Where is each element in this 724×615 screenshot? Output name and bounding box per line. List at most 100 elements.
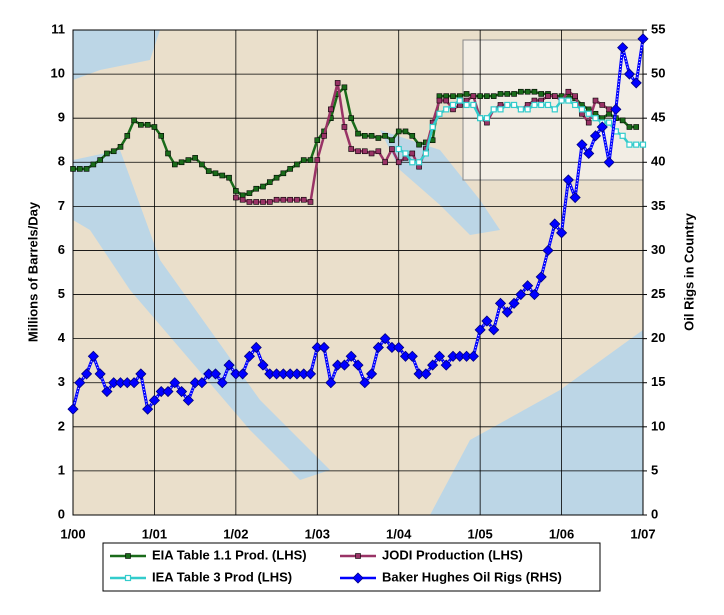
point bbox=[544, 101, 552, 109]
y2-tick-label: 15 bbox=[651, 374, 665, 389]
y-tick-label: 3 bbox=[58, 374, 65, 389]
point bbox=[361, 148, 368, 155]
point bbox=[433, 350, 445, 362]
point bbox=[436, 97, 443, 104]
legend-label: IEA Table 3 Prod (LHS) bbox=[152, 569, 292, 584]
point bbox=[556, 227, 568, 239]
point bbox=[158, 133, 165, 139]
y-tick-label: 7 bbox=[58, 198, 65, 213]
point bbox=[456, 97, 463, 104]
point bbox=[538, 101, 545, 109]
point bbox=[280, 170, 287, 177]
x-tick-label: 1/04 bbox=[386, 526, 412, 541]
point bbox=[341, 84, 348, 91]
x-tick-label: 1/06 bbox=[549, 526, 574, 541]
point bbox=[436, 110, 443, 117]
x-tick-label: 1/03 bbox=[305, 526, 330, 541]
point bbox=[131, 117, 137, 124]
legend-label: JODI Production (LHS) bbox=[382, 547, 523, 562]
point bbox=[110, 148, 117, 155]
point bbox=[585, 110, 592, 117]
point bbox=[307, 157, 314, 163]
point bbox=[196, 377, 208, 389]
point bbox=[382, 159, 388, 166]
point bbox=[266, 199, 273, 205]
point bbox=[237, 368, 249, 380]
point bbox=[97, 157, 103, 163]
y2-tick-label: 25 bbox=[651, 286, 665, 301]
point bbox=[74, 377, 86, 389]
y-tick-label: 2 bbox=[58, 418, 65, 433]
point bbox=[135, 368, 147, 380]
point bbox=[449, 101, 457, 109]
point bbox=[490, 106, 497, 113]
point bbox=[510, 101, 518, 109]
point bbox=[538, 91, 545, 97]
point bbox=[226, 174, 232, 181]
y2-tick-label: 0 bbox=[651, 506, 658, 521]
point bbox=[422, 150, 429, 157]
point bbox=[524, 106, 531, 113]
point bbox=[633, 124, 640, 130]
point bbox=[515, 288, 527, 301]
point bbox=[402, 128, 409, 135]
point bbox=[199, 161, 205, 168]
point bbox=[169, 377, 181, 389]
point bbox=[338, 359, 350, 371]
point bbox=[528, 288, 540, 301]
point bbox=[348, 115, 355, 121]
point bbox=[558, 97, 565, 104]
point bbox=[280, 196, 287, 203]
point bbox=[639, 141, 647, 148]
point bbox=[477, 93, 483, 99]
point bbox=[246, 199, 253, 205]
point bbox=[562, 174, 574, 186]
point bbox=[355, 130, 361, 137]
point bbox=[233, 188, 239, 194]
point bbox=[508, 297, 520, 309]
y-tick-label: 0 bbox=[58, 506, 65, 521]
point bbox=[250, 341, 262, 354]
point bbox=[162, 385, 174, 398]
point bbox=[572, 93, 578, 99]
x-tick-label: 1/02 bbox=[223, 526, 248, 541]
point bbox=[334, 80, 341, 86]
point bbox=[212, 170, 219, 177]
point bbox=[551, 93, 558, 99]
point bbox=[389, 137, 395, 144]
point bbox=[409, 133, 416, 139]
point bbox=[375, 148, 382, 155]
point bbox=[429, 123, 436, 131]
x-tick-label: 1/00 bbox=[60, 526, 85, 541]
point bbox=[617, 42, 629, 54]
y2-axis-label: Oil Rigs in Country bbox=[681, 212, 696, 330]
point bbox=[467, 350, 479, 362]
point bbox=[409, 159, 416, 166]
y-tick-label: 9 bbox=[58, 110, 65, 125]
point bbox=[307, 199, 314, 205]
y-tick-label: 10 bbox=[51, 66, 65, 81]
legend-marker bbox=[124, 574, 132, 582]
point bbox=[321, 133, 327, 139]
point bbox=[483, 115, 491, 122]
point bbox=[67, 403, 79, 415]
point bbox=[415, 159, 423, 166]
point bbox=[463, 101, 470, 109]
legend-marker bbox=[125, 553, 131, 559]
point bbox=[209, 368, 222, 380]
point bbox=[359, 377, 371, 389]
point bbox=[572, 101, 579, 109]
point bbox=[592, 97, 599, 104]
point bbox=[626, 124, 633, 130]
point bbox=[409, 150, 416, 157]
point bbox=[260, 199, 266, 205]
legend-marker bbox=[355, 553, 361, 559]
point bbox=[318, 341, 330, 354]
point bbox=[443, 106, 450, 113]
point bbox=[171, 161, 178, 168]
y2-tick-label: 55 bbox=[651, 21, 665, 36]
y2-tick-label: 35 bbox=[651, 198, 665, 213]
point bbox=[395, 145, 402, 153]
x-tick-label: 1/05 bbox=[467, 526, 492, 541]
point bbox=[366, 368, 378, 380]
